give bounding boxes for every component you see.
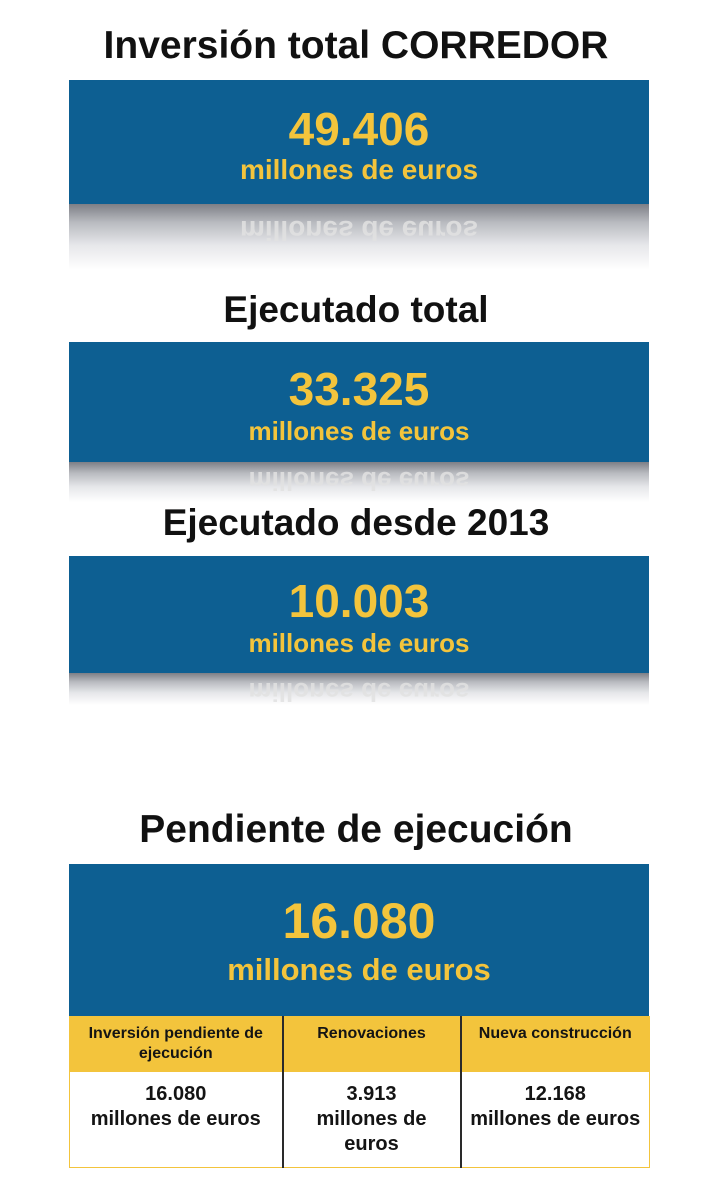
cell-unit: millones de euros xyxy=(90,1108,261,1130)
header-nueva-construccion: Nueva construcción xyxy=(459,1016,650,1072)
cell-nueva-construccion: 12.168 millones de euros xyxy=(459,1072,650,1168)
panel-inversion-total: 49.406 millones de euros xyxy=(69,80,649,204)
unit-inversion-total: millones de euros xyxy=(239,154,479,185)
cell-renovaciones: 3.913 millones de euros xyxy=(281,1072,461,1168)
header-inversion-pendiente: Inversión pendiente de ejecución xyxy=(69,1016,283,1072)
unit-ejecutado-total: millones de euros xyxy=(248,416,470,446)
reflection-text-ejecutado-2013: millones de euros xyxy=(248,677,470,705)
heading-inversion-total: Inversión total CORREDOR xyxy=(103,24,609,67)
panel-pendiente: 16.080 millones de euros xyxy=(69,864,649,1016)
cell-unit: millones de euros xyxy=(316,1108,427,1155)
reflection-ejecutado-total: millones de euros xyxy=(69,462,649,502)
panel-ejecutado-total: 33.325 millones de euros xyxy=(69,342,649,462)
heading-ejecutado-total: Ejecutado total xyxy=(223,289,489,330)
cell-value: 16.080 xyxy=(145,1083,207,1105)
table-header-row: Inversión pendiente de ejecución Renovac… xyxy=(69,1016,650,1072)
cell-value: 3.913 xyxy=(346,1083,397,1105)
value-inversion-total: 49.406 xyxy=(288,103,430,155)
reflection-ejecutado-2013: millones de euros xyxy=(69,673,649,705)
table-row: 16.080 millones de euros 3.913 millones … xyxy=(69,1072,650,1168)
reflection-text-inversion-total: millones de euros xyxy=(239,215,479,246)
heading-pendiente: Pendiente de ejecución xyxy=(139,808,573,851)
cell-inversion-pendiente: 16.080 millones de euros xyxy=(69,1072,283,1168)
cell-value: 12.168 xyxy=(524,1083,586,1105)
unit-pendiente: millones de euros xyxy=(227,952,491,987)
header-renovaciones: Renovaciones xyxy=(281,1016,461,1072)
panel-ejecutado-2013: 10.003 millones de euros xyxy=(69,556,649,673)
reflection-inversion-total: millones de euros xyxy=(69,204,649,270)
unit-ejecutado-2013: millones de euros xyxy=(248,628,470,658)
heading-ejecutado-2013: Ejecutado desde 2013 xyxy=(162,502,550,543)
reflection-text-ejecutado-total: millones de euros xyxy=(248,466,470,496)
value-ejecutado-2013: 10.003 xyxy=(288,575,430,627)
pendiente-breakdown-table: Inversión pendiente de ejecución Renovac… xyxy=(69,1016,650,1168)
value-ejecutado-total: 33.325 xyxy=(288,363,430,415)
value-pendiente: 16.080 xyxy=(282,893,436,949)
cell-unit: millones de euros xyxy=(470,1108,641,1130)
